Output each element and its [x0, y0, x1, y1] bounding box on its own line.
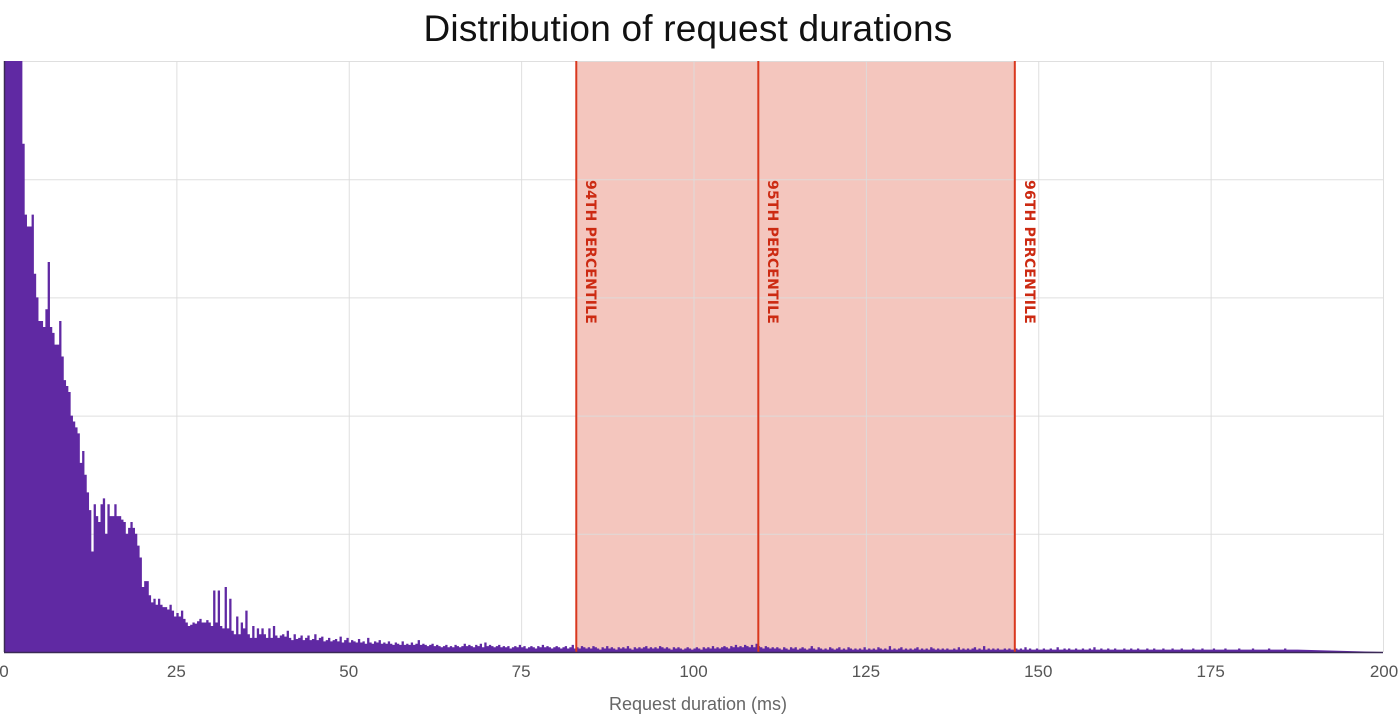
x-tick-label: 200	[1369, 662, 1399, 681]
x-tick-label: 0	[0, 662, 9, 681]
percentile-label: 94TH PERCENTILE	[582, 180, 599, 325]
x-tick-label: 175	[1196, 662, 1225, 681]
percentile-shaded-band	[576, 61, 1015, 652]
chart-title: Distribution of request durations	[423, 8, 953, 49]
x-tick-label: 75	[511, 662, 531, 681]
shaded-band-rect	[576, 61, 1015, 652]
percentile-lines	[575, 61, 1016, 652]
percentile-label: 95TH PERCENTILE	[764, 180, 781, 325]
x-axis-label: Request duration (ms)	[608, 694, 788, 714]
x-tick-label: 25	[166, 662, 186, 681]
gridlines	[4, 61, 1384, 653]
x-tick-label: 150	[1024, 662, 1053, 681]
histogram-bars	[4, 61, 1383, 652]
x-tick-label: 50	[339, 662, 359, 681]
percentile-label: 96TH PERCENTILE	[1020, 180, 1037, 325]
x-tick-label: 125	[851, 662, 881, 681]
histogram-bars-path	[4, 61, 1383, 652]
x-tick-label: 100	[679, 662, 708, 681]
